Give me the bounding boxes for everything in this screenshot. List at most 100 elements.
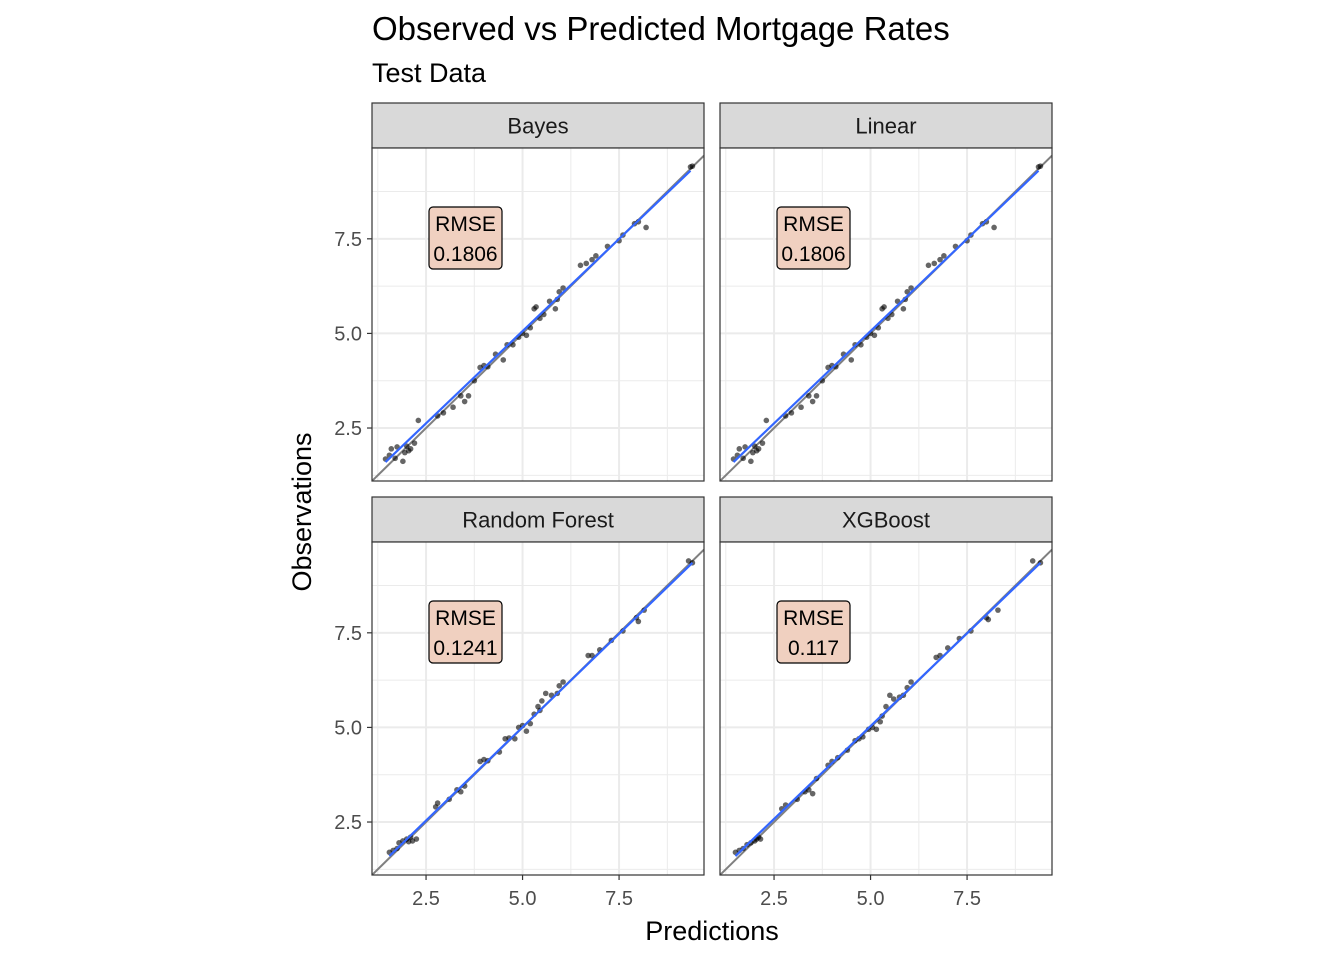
y-axis-title: Observations [287,432,317,591]
data-point [887,692,893,699]
data-point [991,224,997,231]
data-point [755,446,762,452]
data-point [407,446,414,452]
data-point [585,652,591,659]
data-point [788,410,795,416]
data-point [457,393,464,399]
data-point [1029,558,1036,564]
data-point [798,404,804,411]
facet-panel-random-forest: Random Forest RMSE 0.1241 2.5 5.0 7.5 2.5 5.0 7.… [334,496,705,910]
rmse-label-value: 0.117 [788,637,839,660]
data-point [805,393,812,399]
data-point [556,682,563,689]
data-point [871,332,878,339]
data-point [763,417,770,424]
x-tick-label: 5.0 [509,888,537,910]
smooth-line [732,169,1040,463]
data-point [904,288,911,295]
data-point [748,458,754,465]
data-point [440,410,447,416]
chart-subtitle: Test Data [372,58,487,88]
data-point [556,288,563,295]
data-point [560,679,566,685]
data-point [809,398,816,405]
data-point [643,224,649,231]
data-point [415,417,422,424]
x-tick-label: 2.5 [760,888,788,910]
rmse-label-title: RMSE [435,607,496,630]
data-point [931,260,938,267]
data-point [873,726,880,733]
rmse-label-box [428,206,503,270]
chart-title: Observed vs Predicted Mortgage Rates [372,10,950,47]
x-tick-label: 7.5 [953,888,981,910]
panel-border [719,147,1053,482]
data-point [757,836,764,842]
y-tick-label: 5.0 [334,323,362,345]
panel-border [719,541,1053,876]
data-point [400,458,406,465]
smooth-line [384,169,692,463]
data-point [465,393,472,399]
rmse-label-value: 0.1806 [433,243,497,266]
data-point [809,790,816,797]
rmse-label-title: RMSE [783,213,844,236]
data-point [589,652,595,659]
rmse-label-title: RMSE [783,607,844,630]
rmse-label-title: RMSE [435,213,496,236]
data-point [388,446,395,452]
plot-content [372,548,704,875]
rmse-label-value: 0.1806 [781,243,845,266]
data-point [461,398,468,405]
y-tick-label: 7.5 [334,623,362,645]
data-point [523,728,530,735]
facet-panel-linear: Linear RMSE 0.1806 [719,102,1053,482]
data-point [925,262,932,269]
data-point [434,800,441,806]
data-point [941,253,947,259]
data-point [589,256,595,263]
data-point [510,341,516,348]
data-point [542,690,549,697]
rmse-label-box [428,600,503,664]
data-point [457,788,464,795]
data-point [759,440,766,446]
data-point [995,607,1001,613]
facet-strip [719,102,1053,149]
data-point [1037,163,1044,169]
data-point [900,306,907,312]
facet-panel-bayes: Bayes RMSE 0.1806 2.5 5.0 7.5 [334,102,705,482]
data-point [411,440,418,446]
data-point [883,703,889,710]
data-point [877,718,884,725]
x-tick-label: 2.5 [412,888,440,910]
data-point [552,306,559,312]
panel-border [371,541,705,876]
smooth-line [388,562,694,857]
facet-panel-xgboost: XGBoost RMSE 0.117 2.5 5.0 7.5 [719,496,1053,910]
data-point [593,253,599,259]
panels-layer: Bayes RMSE 0.1806 2.5 5.0 7.5 Linear RMSE 0.1806… [334,102,1053,910]
rmse-label-value: 0.1241 [433,637,497,660]
rmse-label-box [776,600,851,664]
smooth-line [734,562,1042,857]
facet-strip [371,102,705,149]
panel-border [371,147,705,482]
facet-strip-label: XGBoost [842,508,930,533]
data-point [560,285,566,291]
data-point [539,698,545,704]
rmse-label-box [776,206,851,270]
facet-strip-label: Linear [855,114,916,139]
data-point [858,341,864,348]
y-tick-label: 2.5 [334,418,362,440]
x-axis-title: Predictions [645,916,779,946]
plot-content [720,154,1052,481]
data-point [740,455,746,462]
data-point [881,304,887,310]
data-point [413,836,420,842]
data-point [908,679,914,685]
data-point [577,262,584,269]
data-point [583,260,590,267]
x-tick-label: 7.5 [605,888,633,910]
